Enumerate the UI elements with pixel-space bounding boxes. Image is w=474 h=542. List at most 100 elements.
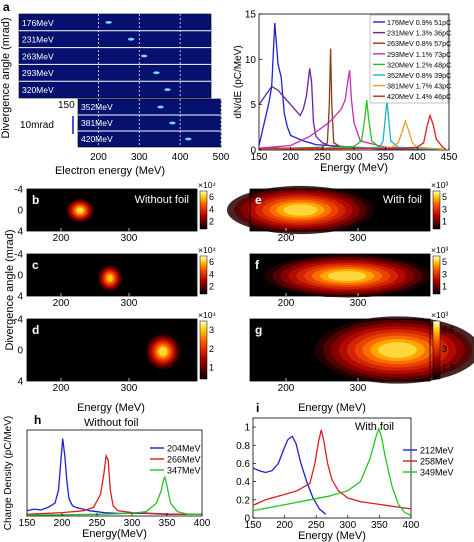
shared-energy-xlabel-left: Energy (MeV): [77, 402, 145, 414]
a-left-xlabel: Electron energy (MeV): [55, 165, 165, 177]
a-right-x-tick: 350: [377, 152, 394, 163]
a-right-x-tick: 250: [314, 152, 331, 163]
a-strip-block-0: [18, 13, 212, 99]
a-strip-spot: [164, 88, 171, 91]
f-colorbar: [432, 255, 441, 295]
e-annotation: With foil: [383, 194, 422, 206]
h-ylabel: Charge Density (pC/MeV): [3, 416, 14, 530]
h-x-tick: 350: [159, 518, 176, 529]
h-series-line: [26, 453, 202, 515]
a-x-tick: 500: [213, 152, 230, 163]
h-x-tick: 150: [19, 518, 36, 529]
b-colorbar-tick: 2: [209, 217, 214, 227]
a-strip-spot: [105, 21, 112, 24]
panel-label-a: a: [3, 0, 10, 14]
panel-label-d: d: [32, 323, 39, 337]
i-y-tick: 0: [244, 514, 250, 525]
h-series-line: [26, 475, 202, 516]
panel-label-c: c: [32, 258, 39, 272]
i-y-tick: 0.6: [236, 459, 250, 470]
e-colorbar-tick: 5: [442, 192, 447, 202]
d-x-tick: 200: [53, 383, 70, 394]
i-xlabel: Energy (MeV): [298, 530, 366, 542]
a-right-series-line: [258, 70, 443, 150]
b-colorbar-exponent: ×10⁴: [198, 180, 216, 190]
c-colorbar-tick: 4: [209, 269, 214, 279]
b-colorbar: [199, 190, 208, 230]
c-colorbar: [199, 255, 208, 295]
i-series-line: [252, 435, 327, 515]
a-strip-spot: [127, 37, 135, 41]
h-x-tick: 200: [54, 518, 71, 529]
i-series-line: [252, 429, 412, 510]
g-colorbar-tick: 3: [442, 344, 447, 354]
a-right-x-tick: 150: [251, 152, 268, 163]
a-left-ylabel: Divergence angle (mrad): [0, 17, 12, 138]
i-legend-entry: 258MeV: [420, 457, 454, 467]
a-strip-label: 176MeV: [22, 18, 54, 28]
b-annotation: Without foil: [135, 194, 189, 206]
i-x-tick: 300: [339, 520, 356, 531]
a-strip-spot: [169, 121, 176, 125]
h-xlabel: Energy(MeV): [82, 528, 147, 540]
h-x-tick: 300: [124, 518, 141, 529]
c-y-tick: 4: [17, 292, 23, 303]
e-heatmap-spot: [283, 204, 318, 216]
e-x-tick: 200: [278, 233, 295, 244]
a-right-x-tick: 400: [409, 152, 426, 163]
i-y-tick: 0.8: [236, 441, 250, 452]
b-x-tick: 200: [53, 233, 70, 244]
a-right-legend-entry: 176MeV 0.9% 51pC: [387, 18, 451, 27]
shared-divergence-ylabel: Divergence angle (mrad): [4, 229, 16, 350]
h-legend-entry: 204MeV: [167, 444, 201, 454]
a-right-y-tick: 5: [250, 100, 256, 111]
a-strip-label: 352MeV: [81, 102, 113, 112]
a-right-y-tick: 15: [245, 10, 257, 21]
i-x-tick: 350: [371, 520, 388, 531]
a-strip-label: 231MeV: [22, 35, 54, 45]
g-colorbar-tick: 1.5: [442, 362, 455, 372]
panel-label-i: i: [256, 401, 259, 415]
b-heatmap-frame: [26, 188, 198, 232]
b-heatmap-bg: [27, 189, 197, 231]
g-heatmap-frame: [249, 318, 431, 382]
h-x-tick: 250: [89, 518, 106, 529]
e-heatmap-frame: [249, 188, 431, 232]
g-colorbar: [432, 320, 441, 380]
d-y-tick: -4: [14, 315, 23, 326]
b-colorbar-tick: 6: [209, 192, 214, 202]
a-strip-label: 420MeV: [81, 134, 113, 144]
f-colorbar-exponent: ×10³: [431, 245, 448, 255]
a-x-tick: 200: [90, 152, 107, 163]
panel-label-g: g: [255, 323, 262, 337]
panel-label-b: b: [32, 193, 39, 207]
e-x-tick: 300: [350, 233, 367, 244]
i-legend-entry: 212MeV: [420, 446, 454, 456]
panel-label-h: h: [34, 413, 41, 427]
a-right-legend-entry: 293MeV 1.1% 73pC: [387, 50, 451, 59]
g-colorbar-tick: 4.5: [442, 325, 455, 335]
e-colorbar: [432, 190, 441, 230]
b-y-tick: 4: [17, 227, 23, 238]
i-series-line: [252, 426, 412, 516]
a-strip-label: 320MeV: [22, 85, 54, 95]
b-y-tick: -4: [14, 185, 23, 196]
h-legend-entry: 266MeV: [167, 455, 201, 465]
f-x-tick: 300: [350, 298, 367, 309]
b-heatmap-spot: [76, 207, 84, 214]
i-y-tick: 0.2: [236, 495, 250, 506]
a-strip-label: 381MeV: [81, 118, 113, 128]
b-x-tick: 300: [121, 233, 138, 244]
h-plot-frame: [26, 429, 203, 517]
i-legend-entry: 349MeV: [420, 468, 454, 478]
d-y-tick: 4: [17, 377, 23, 388]
c-x-tick: 200: [53, 298, 70, 309]
a-right-x-tick: 300: [346, 152, 363, 163]
a-right-legend-entry: 320MeV 1.2% 48pC: [387, 60, 451, 69]
i-x-tick: 250: [308, 520, 325, 531]
i-y-tick: 1: [244, 423, 250, 434]
f-x-tick: 200: [278, 298, 295, 309]
b-colorbar-tick: 4: [209, 204, 214, 214]
e-colorbar-exponent: ×10³: [431, 180, 448, 190]
b-y-tick: 0: [17, 206, 23, 217]
